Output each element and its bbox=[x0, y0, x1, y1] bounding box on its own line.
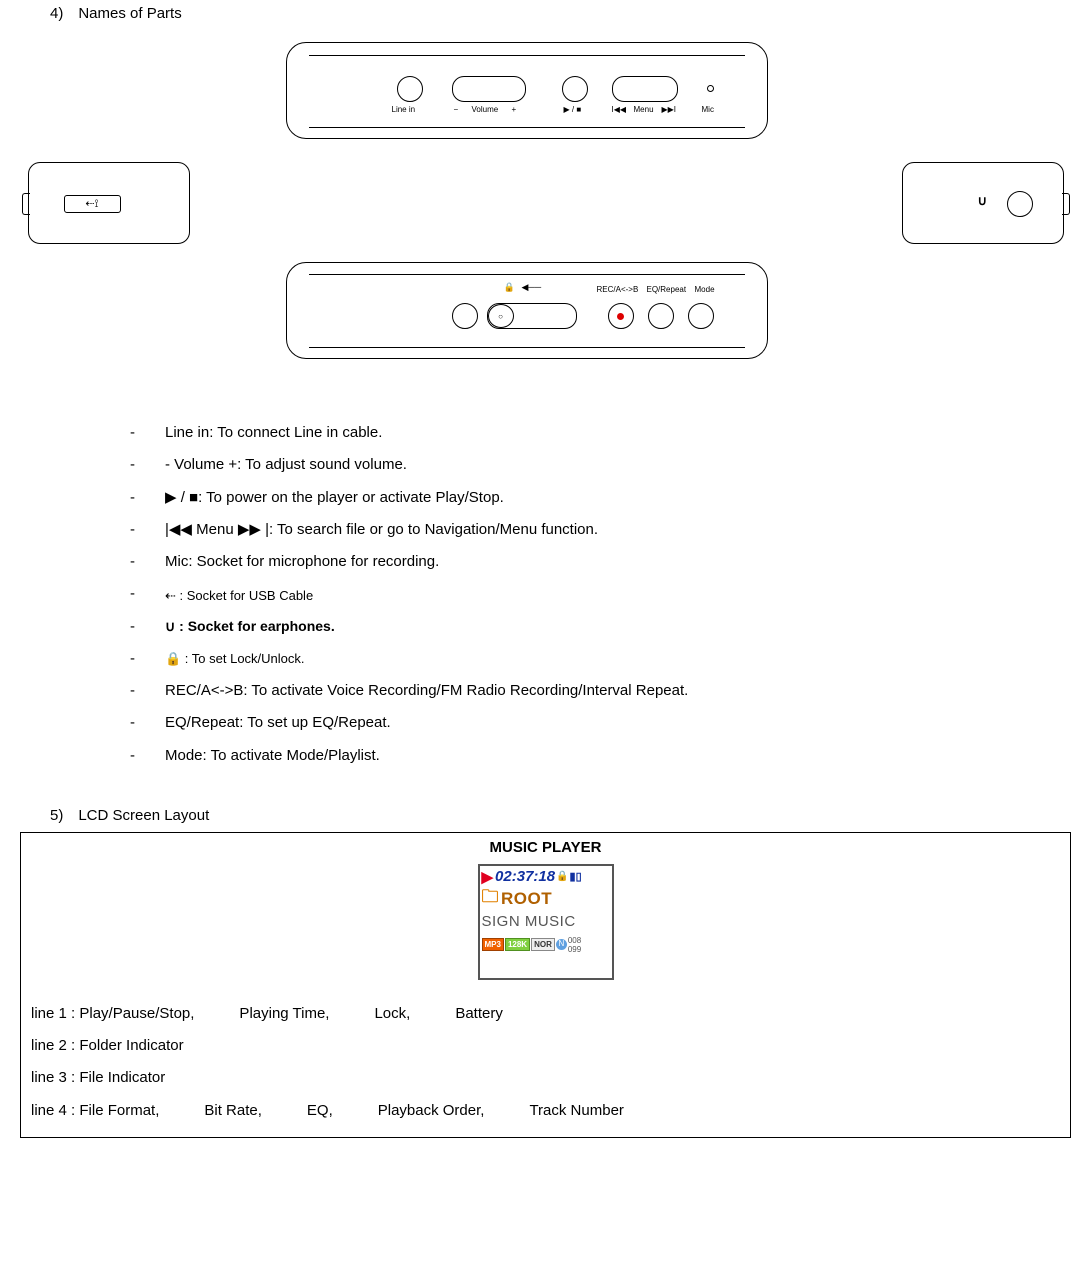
bullet-item: -Line in: To connect Line in cable. bbox=[130, 417, 1091, 449]
label-playstop: ▶ / ■ bbox=[564, 105, 582, 114]
folder-icon: 🗀 bbox=[482, 888, 500, 910]
bullet-item: -Mode: To activate Mode/Playlist. bbox=[130, 740, 1091, 772]
bullet-item: -∪ : Socket for earphones. bbox=[130, 611, 1091, 643]
bullet-item: -▶ / ■: To power on the player or activa… bbox=[130, 482, 1091, 514]
section4-header: 4) Names of Parts bbox=[50, 5, 1091, 22]
label-menu: Menu bbox=[634, 105, 654, 114]
mic-hole bbox=[707, 85, 714, 92]
device-bottom: 🔒 ◀── REC/A<->B EQ/Repeat Mode ○ bbox=[286, 262, 768, 359]
bullet-item: -EQ/Repeat: To set up EQ/Repeat. bbox=[130, 707, 1091, 739]
section5-header: 5) LCD Screen Layout bbox=[50, 807, 1091, 824]
bullet-item: -🔒 : To set Lock/Unlock. bbox=[130, 643, 1091, 675]
usb-port: ⇠⟟ bbox=[64, 195, 121, 213]
reset-hole bbox=[452, 303, 478, 329]
tag-format: MP3 bbox=[482, 938, 504, 951]
lcd-file: SIGN MUSIC bbox=[482, 913, 576, 930]
parts-bullet-list: -Line in: To connect Line in cable. -- V… bbox=[130, 417, 1091, 772]
label-rec: REC/A<->B bbox=[597, 285, 639, 294]
lcd-box: MUSIC PLAYER ▶ 02:37:18 🔒 ▮▯ 🗀 ROOT SIGN… bbox=[20, 832, 1071, 1138]
track-number: 008099 bbox=[568, 936, 581, 954]
menu-nav-rocker bbox=[612, 76, 678, 102]
rec-indicator-icon bbox=[617, 313, 624, 320]
label-volume: Volume bbox=[472, 105, 499, 114]
device-top-controls: Line in − Volume + ▶ / ■ I◀◀ Menu ▶▶I Mi… bbox=[312, 71, 742, 121]
track-current: 008 bbox=[568, 936, 581, 945]
device-bottom-controls: 🔒 ◀── REC/A<->B EQ/Repeat Mode ○ bbox=[312, 285, 742, 343]
bullet-text: 🔒 : To set Lock/Unlock. bbox=[165, 645, 185, 673]
device-left: ⇠⟟ bbox=[28, 162, 190, 244]
label-mode: Mode bbox=[695, 285, 715, 294]
line4-caption: line 4 : File Format, Bit Rate, EQ, Play… bbox=[31, 1095, 1060, 1127]
battery-icon: ▮▯ bbox=[570, 870, 582, 883]
bullet-text: Mic: Socket for microphone for recording… bbox=[165, 553, 439, 570]
lcd-line4: MP3 128K NOR N 008099 bbox=[480, 934, 612, 956]
usb-icon: ⇠⟟ bbox=[85, 197, 98, 211]
lock-arrow-icon: ◀── bbox=[522, 282, 542, 293]
label-vol-plus: + bbox=[512, 105, 517, 114]
bullet-item: -- Volume +: To adjust sound volume. bbox=[130, 449, 1091, 481]
lcd-line1: ▶ 02:37:18 🔒 ▮▯ bbox=[480, 866, 612, 888]
lcd-line3: SIGN MUSIC bbox=[480, 910, 612, 934]
play-icon: ▶ bbox=[482, 868, 494, 886]
label-prev: I◀◀ bbox=[612, 105, 627, 114]
bullet-text: - Volume +: To adjust sound volume. bbox=[165, 456, 407, 473]
label-next: ▶▶I bbox=[662, 105, 677, 114]
bullet-item: -|◀◀ Menu ▶▶ |: To search file or go to … bbox=[130, 514, 1091, 546]
bullet-text: EQ/Repeat: To set up EQ/Repeat. bbox=[165, 714, 391, 731]
lcd-folder: ROOT bbox=[501, 889, 552, 909]
lcd-caption-lines: line 1 : Play/Pause/Stop, Playing Time, … bbox=[31, 998, 1060, 1127]
earphone-icon: ∪ bbox=[978, 193, 998, 209]
bullet-text: |◀◀ Menu ▶▶ |: To search file or go to N… bbox=[165, 521, 598, 538]
rec-button bbox=[608, 303, 634, 329]
lcd-time: 02:37:18 bbox=[495, 868, 555, 885]
label-mic: Mic bbox=[702, 105, 714, 114]
bullet-text: ▶ / ■: To power on the player or activat… bbox=[165, 489, 504, 506]
lock-slider: ○ bbox=[487, 303, 577, 329]
label-vol-minus: − bbox=[454, 105, 459, 114]
label-linein: Line in bbox=[392, 105, 416, 114]
device-top: Line in − Volume + ▶ / ■ I◀◀ Menu ▶▶I Mi… bbox=[286, 42, 768, 139]
track-total: 099 bbox=[568, 945, 581, 954]
play-stop-button bbox=[562, 76, 588, 102]
line1-caption: line 1 : Play/Pause/Stop, Playing Time, … bbox=[31, 998, 1060, 1030]
volume-rocker bbox=[452, 76, 526, 102]
device-top-rail-upper bbox=[309, 55, 745, 56]
earphone-jack bbox=[1007, 191, 1033, 217]
mode-button bbox=[688, 303, 714, 329]
lock-icon: 🔒 bbox=[504, 282, 515, 293]
eq-button bbox=[648, 303, 674, 329]
tag-bitrate: 128K bbox=[505, 938, 530, 951]
tag-order: N bbox=[556, 939, 567, 950]
bullet-item: -REC/A<->B: To activate Voice Recording/… bbox=[130, 675, 1091, 707]
parts-diagram: Line in − Volume + ▶ / ■ I◀◀ Menu ▶▶I Mi… bbox=[16, 37, 1076, 397]
tag-eq: NOR bbox=[531, 938, 555, 951]
lcd-title: MUSIC PLAYER bbox=[31, 839, 1060, 856]
device-top-rail-lower bbox=[309, 127, 745, 128]
lock-slider-knob: ○ bbox=[488, 304, 514, 328]
bullet-text: ∪ : Socket for earphones. bbox=[165, 611, 185, 641]
line3-caption: line 3 : File Indicator bbox=[31, 1062, 1060, 1094]
bullet-text: REC/A<->B: To activate Voice Recording/F… bbox=[165, 682, 688, 699]
bullet-text: Mode: To activate Mode/Playlist. bbox=[165, 747, 380, 764]
line2-caption: line 2 : Folder Indicator bbox=[31, 1030, 1060, 1062]
lock-status-icon: 🔒 bbox=[556, 871, 568, 882]
lcd-screen: ▶ 02:37:18 🔒 ▮▯ 🗀 ROOT SIGN MUSIC MP3 12… bbox=[478, 864, 614, 980]
linein-jack bbox=[397, 76, 423, 102]
device-bot-rail-upper bbox=[309, 274, 745, 275]
device-right: ∪ bbox=[902, 162, 1064, 244]
label-eq: EQ/Repeat bbox=[647, 285, 687, 294]
bullet-text: ⇠ : Socket for USB Cable bbox=[165, 582, 190, 610]
device-bot-rail-lower bbox=[309, 347, 745, 348]
bullet-item: -⇠ : Socket for USB Cable bbox=[130, 578, 1091, 610]
lcd-line2: 🗀 ROOT bbox=[480, 888, 612, 910]
bullet-item: -Mic: Socket for microphone for recordin… bbox=[130, 546, 1091, 578]
bullet-text: Line in: To connect Line in cable. bbox=[165, 424, 382, 441]
